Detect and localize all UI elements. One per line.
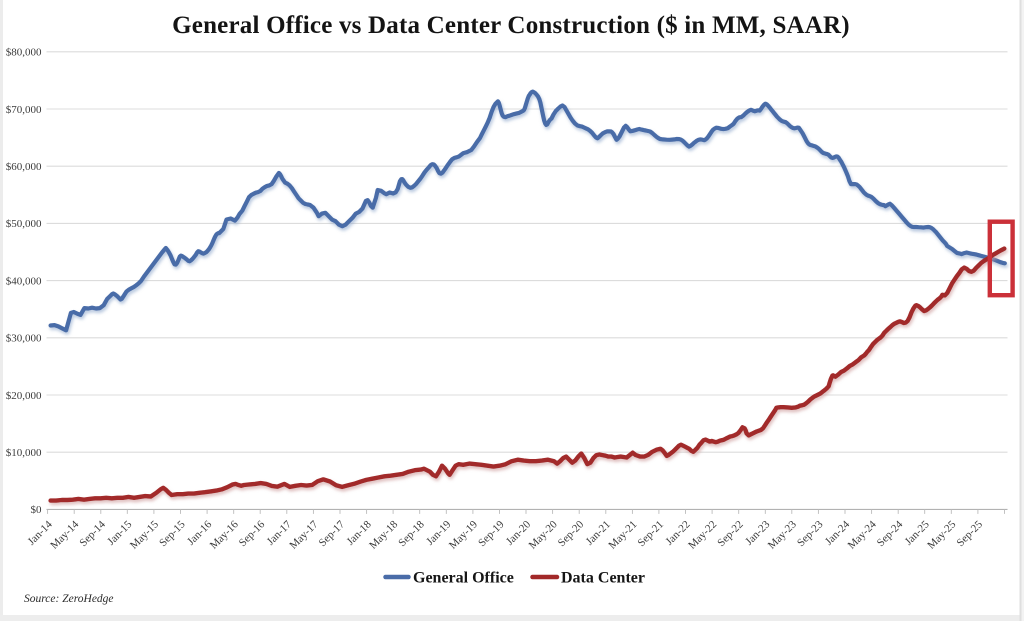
svg-text:$50,000: $50,000	[6, 218, 42, 230]
svg-text:Data Center: Data Center	[561, 570, 645, 587]
svg-text:$60,000: $60,000	[6, 161, 42, 173]
svg-text:$40,000: $40,000	[6, 275, 42, 287]
svg-text:$0: $0	[31, 504, 43, 516]
svg-text:$30,000: $30,000	[6, 333, 42, 345]
svg-text:General Office vs Data Center: General Office vs Data Center Constructi…	[172, 12, 850, 39]
svg-text:$20,000: $20,000	[6, 390, 42, 402]
svg-text:General Office: General Office	[413, 570, 514, 587]
svg-text:$10,000: $10,000	[6, 447, 42, 459]
svg-text:$80,000: $80,000	[6, 47, 42, 59]
svg-text:Source: ZeroHedge: Source: ZeroHedge	[24, 593, 114, 605]
svg-text:$70,000: $70,000	[6, 104, 42, 116]
